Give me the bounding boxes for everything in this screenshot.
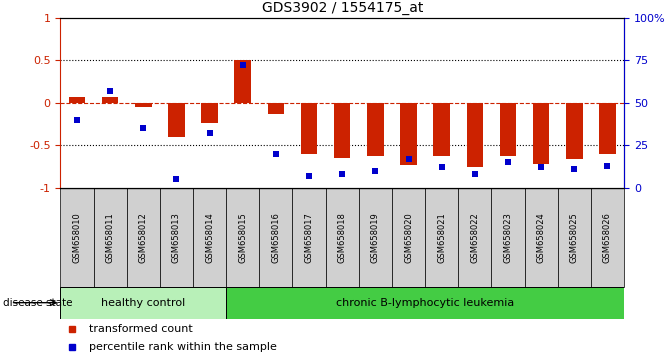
Text: GSM658010: GSM658010	[72, 212, 81, 263]
Bar	[334, 103, 350, 158]
Text: GSM658025: GSM658025	[570, 212, 579, 263]
Bar	[400, 103, 417, 165]
FancyBboxPatch shape	[293, 188, 325, 287]
Text: GSM658019: GSM658019	[371, 212, 380, 263]
FancyBboxPatch shape	[491, 188, 525, 287]
Text: GSM658021: GSM658021	[437, 212, 446, 263]
Text: disease state: disease state	[3, 298, 73, 308]
Text: GSM658022: GSM658022	[470, 212, 479, 263]
FancyBboxPatch shape	[93, 188, 127, 287]
Text: GSM658026: GSM658026	[603, 212, 612, 263]
FancyBboxPatch shape	[359, 188, 392, 287]
FancyBboxPatch shape	[325, 188, 359, 287]
Bar	[68, 97, 85, 103]
Text: GSM658024: GSM658024	[537, 212, 546, 263]
FancyBboxPatch shape	[458, 188, 491, 287]
Bar	[367, 103, 384, 156]
FancyBboxPatch shape	[259, 188, 293, 287]
FancyBboxPatch shape	[591, 188, 624, 287]
FancyBboxPatch shape	[60, 188, 93, 287]
Text: chronic B-lymphocytic leukemia: chronic B-lymphocytic leukemia	[336, 298, 514, 308]
Bar	[135, 103, 152, 107]
Text: GSM658014: GSM658014	[205, 212, 214, 263]
Text: transformed count: transformed count	[89, 324, 193, 334]
Bar	[102, 97, 118, 103]
Text: GSM658018: GSM658018	[338, 212, 347, 263]
FancyBboxPatch shape	[425, 188, 458, 287]
Bar	[466, 103, 483, 167]
Text: percentile rank within the sample: percentile rank within the sample	[89, 342, 276, 352]
Text: GSM658016: GSM658016	[271, 212, 280, 263]
Bar	[433, 103, 450, 156]
Text: healthy control: healthy control	[101, 298, 185, 308]
FancyBboxPatch shape	[525, 188, 558, 287]
FancyBboxPatch shape	[60, 287, 226, 319]
Text: GSM658015: GSM658015	[238, 212, 247, 263]
FancyBboxPatch shape	[558, 188, 591, 287]
FancyBboxPatch shape	[160, 188, 193, 287]
FancyBboxPatch shape	[226, 188, 259, 287]
FancyBboxPatch shape	[226, 287, 624, 319]
Text: GSM658017: GSM658017	[305, 212, 313, 263]
Bar	[268, 103, 285, 114]
FancyBboxPatch shape	[193, 188, 226, 287]
Text: GSM658012: GSM658012	[139, 212, 148, 263]
Text: GSM658011: GSM658011	[105, 212, 115, 263]
Text: GSM658023: GSM658023	[503, 212, 513, 263]
Text: GSM658013: GSM658013	[172, 212, 181, 263]
Bar	[500, 103, 516, 156]
Bar	[599, 103, 616, 154]
Bar	[234, 60, 251, 103]
FancyBboxPatch shape	[392, 188, 425, 287]
Text: GSM658020: GSM658020	[404, 212, 413, 263]
Bar	[533, 103, 550, 164]
Bar	[201, 103, 218, 123]
Bar	[168, 103, 185, 137]
FancyBboxPatch shape	[127, 188, 160, 287]
Bar	[566, 103, 582, 159]
Title: GDS3902 / 1554175_at: GDS3902 / 1554175_at	[262, 1, 423, 15]
Bar	[301, 103, 317, 154]
